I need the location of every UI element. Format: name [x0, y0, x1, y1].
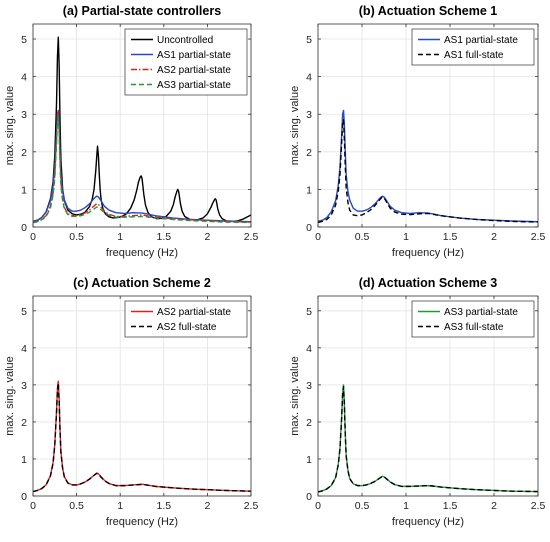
y-tick-label: 5: [21, 34, 27, 46]
legend: Uncontrolled AS1 partial-state AS2 partial…: [124, 28, 248, 96]
y-axis-label: max. sing. value: [4, 86, 16, 165]
legend-label: AS1 partial-state: [444, 35, 518, 46]
x-tick-label: 2.5: [244, 500, 259, 512]
y-tick-label: 1: [21, 184, 27, 196]
legend-label: AS3 partial-state: [444, 307, 518, 318]
x-tick-label: 1.5: [156, 231, 171, 243]
series-line-4: [33, 113, 251, 224]
x-tick-label: 1.5: [156, 500, 171, 512]
x-axis-label: frequency (Hz): [106, 247, 178, 259]
y-tick-label: 2: [306, 147, 312, 159]
x-tick-label: 1: [117, 500, 123, 512]
legend-box: [124, 300, 248, 338]
y-axis-label: max. sing. value: [289, 86, 301, 165]
y-tick-label: 4: [21, 343, 27, 355]
axes-box: [317, 23, 539, 228]
legend: AS1 partial-state AS1 full-state: [411, 28, 535, 66]
y-tick-label: 5: [306, 34, 312, 46]
x-tick-label: 1: [117, 231, 123, 243]
x-tick-label: 1.5: [443, 500, 458, 512]
x-tick-label: 1.5: [443, 231, 458, 243]
y-tick-label: 2: [21, 417, 27, 429]
y-axis-label: max. sing. value: [4, 356, 16, 435]
series-line-2: [33, 382, 251, 493]
x-axis-label: frequency (Hz): [106, 516, 178, 528]
chart-panel-1: 0 0.5 1 1.5 2 2.5 0 1 2 3 4 5 (a) Partial-state cont…: [4, 4, 258, 259]
x-tick-label: 2: [491, 231, 497, 243]
x-tick-label: 2.5: [244, 231, 259, 243]
x-tick-label: 0: [315, 231, 321, 243]
series-line-2: [318, 119, 538, 224]
y-tick-label: 5: [306, 306, 312, 318]
chart-title: (d) Actuation Scheme 3: [359, 276, 497, 290]
y-tick-label: 2: [21, 147, 27, 159]
x-tick-label: 0: [30, 231, 36, 243]
x-tick-label: 2: [204, 231, 210, 243]
legend: AS2 partial-state AS2 full-state: [124, 300, 248, 338]
x-tick-label: 0.5: [355, 231, 370, 243]
y-tick-label: 3: [306, 380, 312, 392]
y-tick-label: 3: [21, 109, 27, 121]
x-tick-label: 0: [315, 500, 321, 512]
y-axis-label: max. sing. value: [289, 356, 301, 435]
x-tick-label: 0.5: [69, 231, 84, 243]
axes-box: [32, 295, 252, 497]
legend-label: AS2 partial-state: [157, 307, 231, 318]
chart-panel-4: 0 0.5 1 1.5 2 2.5 0 1 2 3 4 5 (d) Actuation Scheme 3…: [289, 276, 545, 528]
x-axis-label: frequency (Hz): [392, 516, 464, 528]
y-tick-label: 3: [21, 380, 27, 392]
x-tick-label: 0.5: [69, 500, 84, 512]
chart-panel-2: 0 0.5 1 1.5 2 2.5 0 1 2 3 4 5 (b) Actuation Scheme 1…: [289, 4, 545, 259]
x-tick-label: 0.5: [355, 500, 370, 512]
legend: AS3 partial-state AS3 full-state: [411, 300, 535, 338]
chart-title: (a) Partial-state controllers: [63, 4, 221, 18]
y-tick-label: 2: [306, 417, 312, 429]
chart-panel-3: 0 0.5 1 1.5 2 2.5 0 1 2 3 4 5 (c) Actuation Scheme 2…: [4, 276, 258, 528]
y-tick-label: 1: [306, 454, 312, 466]
x-tick-label: 2.5: [531, 231, 546, 243]
legend-box: [411, 28, 535, 66]
chart-title: (c) Actuation Scheme 2: [73, 276, 211, 290]
y-tick-label: 0: [21, 222, 27, 234]
chart-title: (b) Actuation Scheme 1: [359, 4, 497, 18]
y-tick-label: 4: [21, 72, 27, 84]
axes-box: [317, 295, 539, 497]
legend-label: Uncontrolled: [157, 35, 213, 46]
axes-box: [32, 23, 252, 228]
y-tick-label: 1: [306, 184, 312, 196]
y-tick-label: 0: [21, 491, 27, 503]
x-tick-label: 1: [403, 500, 409, 512]
y-tick-label: 5: [21, 306, 27, 318]
x-tick-label: 1: [403, 231, 409, 243]
legend-label: AS2 full-state: [157, 322, 217, 333]
legend-label: AS1 partial-state: [157, 50, 231, 61]
y-tick-label: 0: [306, 222, 312, 234]
series-line-3: [33, 109, 251, 224]
x-tick-label: 2: [204, 500, 210, 512]
legend-box: [411, 300, 535, 338]
y-tick-label: 4: [306, 72, 312, 84]
y-tick-label: 1: [21, 454, 27, 466]
legend-label: AS1 full-state: [444, 50, 504, 61]
series-line-1: [318, 109, 538, 223]
x-tick-label: 0: [30, 500, 36, 512]
legend-label: AS3 full-state: [444, 322, 504, 333]
y-tick-label: 0: [306, 491, 312, 503]
series-line-2: [318, 386, 538, 493]
x-tick-label: 2: [491, 500, 497, 512]
legend-label: AS2 partial-state: [157, 65, 231, 76]
x-tick-label: 2.5: [531, 500, 546, 512]
y-tick-label: 4: [306, 343, 312, 355]
x-axis-label: frequency (Hz): [392, 247, 464, 259]
y-tick-label: 3: [306, 109, 312, 121]
legend-label: AS3 partial-state: [157, 80, 231, 91]
